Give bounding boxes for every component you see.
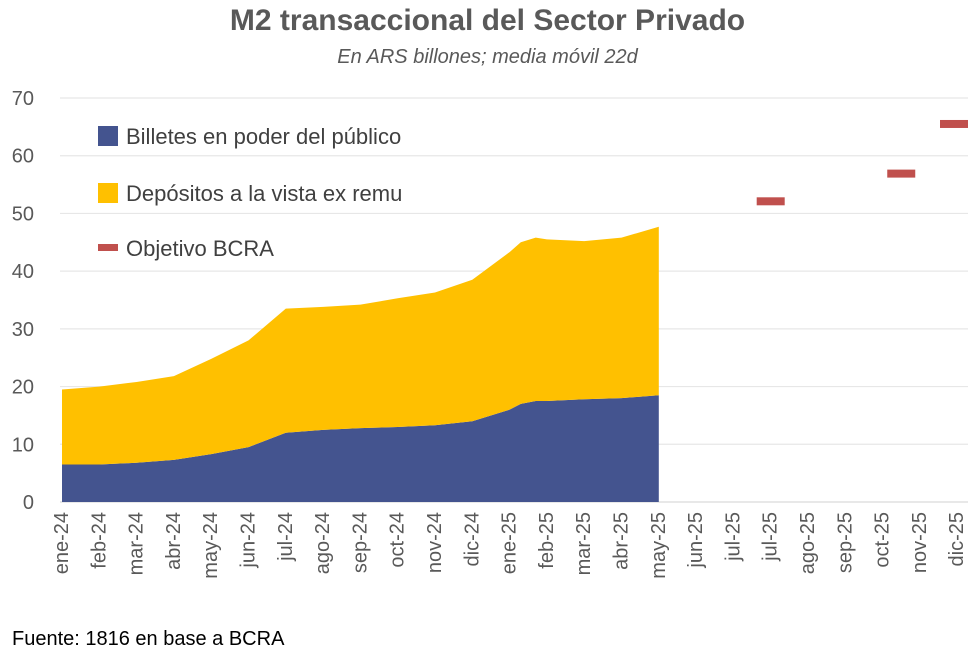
x-tick-label: jun-24 xyxy=(238,512,260,569)
plot-areas xyxy=(62,226,659,502)
area-billetes-en-poder-del-p-blico xyxy=(62,395,659,502)
y-tick-label: 70 xyxy=(12,88,34,110)
x-tick-label: jul-25 xyxy=(722,512,744,562)
legend-label: Depósitos a la vista ex remu xyxy=(126,181,402,206)
y-tick-label: 60 xyxy=(12,146,34,168)
chart-title: M2 transaccional del Sector Privado xyxy=(229,4,746,37)
x-tick-label: feb-25 xyxy=(536,512,558,569)
legend-label: Objetivo BCRA xyxy=(126,236,274,261)
x-tick-label: oct-25 xyxy=(872,512,894,568)
chart-subtitle: En ARS billones; media móvil 22d xyxy=(337,46,638,68)
y-tick-label: 20 xyxy=(12,377,34,399)
x-tick-label: ene-24 xyxy=(51,512,73,574)
x-tick-label: jul-25 xyxy=(760,512,782,562)
legend-swatch xyxy=(98,183,118,203)
y-axis: 0 10 20 30 40 50 60 70 xyxy=(12,88,34,514)
x-tick-label: nov-24 xyxy=(424,512,446,573)
objetivo-bcra-marker xyxy=(756,197,785,206)
x-tick-label: may-24 xyxy=(200,512,222,579)
x-tick-label: mar-25 xyxy=(573,512,595,575)
x-tick-label: ago-25 xyxy=(797,512,819,574)
y-tick-label: 0 xyxy=(23,492,34,514)
x-tick-label: nov-25 xyxy=(909,512,931,573)
legend-swatch xyxy=(98,244,118,251)
y-tick-label: 40 xyxy=(12,261,34,283)
x-tick-label: feb-24 xyxy=(88,512,110,569)
y-tick-label: 30 xyxy=(12,319,34,341)
legend-swatch xyxy=(98,126,118,146)
x-tick-label: abr-25 xyxy=(611,512,633,570)
x-tick-label: ago-24 xyxy=(312,512,334,574)
x-tick-label: sep-24 xyxy=(349,512,371,573)
objetivo-bcra-marker xyxy=(940,119,968,128)
x-tick-label: ene-25 xyxy=(499,512,521,574)
objetivo-bcra-marker xyxy=(887,169,916,178)
x-tick-label: mar-24 xyxy=(126,512,148,575)
x-tick-label: jul-24 xyxy=(275,512,297,562)
legend: Billetes en poder del público Depósitos a… xyxy=(98,124,402,261)
x-tick-label: dic-25 xyxy=(946,512,968,566)
source-note: Fuente: 1816 en base a BCRA xyxy=(12,628,285,650)
area-dep-sitos-a-la-vista-ex-remu xyxy=(62,226,659,465)
y-tick-label: 50 xyxy=(12,203,34,225)
x-tick-label: dic-24 xyxy=(461,512,483,566)
x-axis: ene-24 feb-24 mar-24 abr-24 may-24 jun-24 jul-… xyxy=(51,512,968,579)
legend-label: Billetes en poder del público xyxy=(126,124,401,149)
target-markers xyxy=(756,119,968,206)
y-tick-label: 10 xyxy=(12,434,34,456)
x-tick-label: jun-25 xyxy=(685,512,707,569)
x-tick-label: oct-24 xyxy=(387,512,409,568)
x-tick-label: may-25 xyxy=(648,512,670,579)
x-tick-label: sep-25 xyxy=(834,512,856,573)
x-tick-label: abr-24 xyxy=(163,512,185,570)
